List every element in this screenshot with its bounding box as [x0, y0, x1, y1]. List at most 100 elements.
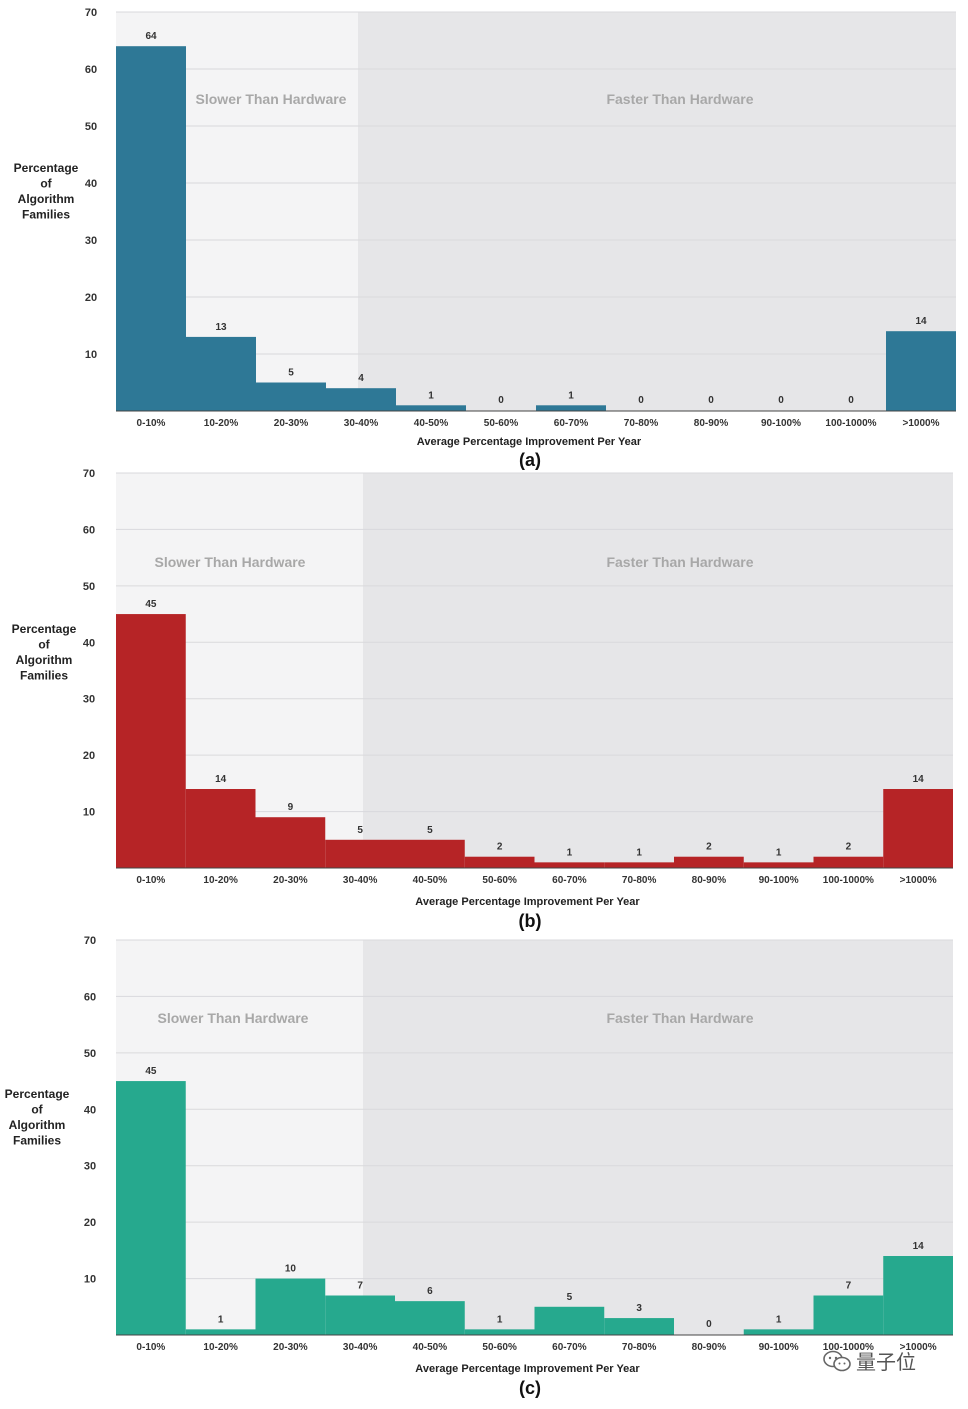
bar — [326, 388, 396, 411]
panel-label: (b) — [519, 911, 542, 931]
bar-value-label: 64 — [145, 31, 157, 42]
bar — [116, 46, 186, 411]
bar — [604, 862, 674, 868]
bar — [743, 862, 814, 868]
y-axis-label-line: Percentage — [14, 161, 79, 175]
bar — [185, 1329, 256, 1335]
x-tick-label: 10-20% — [203, 1342, 238, 1353]
bar-value-label: 1 — [567, 847, 573, 858]
x-tick-label: 30-40% — [343, 875, 378, 886]
x-tick-label: 0-10% — [136, 1342, 165, 1353]
bar-value-label: 6 — [427, 1286, 433, 1297]
y-tick-label: 30 — [83, 694, 95, 706]
x-tick-label: 50-60% — [484, 418, 519, 429]
x-tick-label: 100-1000% — [823, 1342, 874, 1353]
watermark-text: 量子位 — [856, 1350, 916, 1374]
y-tick-label: 10 — [85, 349, 97, 361]
bar-value-label: 14 — [913, 1241, 925, 1252]
faster-region-bg — [363, 940, 953, 1335]
bar — [536, 405, 606, 411]
x-tick-label: 80-90% — [692, 875, 727, 886]
x-tick-label: 40-50% — [413, 875, 448, 886]
bar-value-label: 14 — [215, 774, 227, 785]
faster-region-label: Faster Than Hardware — [606, 554, 753, 570]
x-tick-label: 10-20% — [204, 418, 239, 429]
bar-value-label: 9 — [288, 802, 294, 813]
x-tick-label: 60-70% — [552, 1342, 587, 1353]
faster-region-bg — [363, 473, 953, 868]
y-axis-label-line: Families — [20, 669, 68, 683]
x-tick-label: 90-100% — [759, 875, 799, 886]
bar-value-label: 7 — [357, 1281, 363, 1292]
bar-value-label: 10 — [285, 1264, 297, 1275]
y-tick-label: 70 — [83, 468, 95, 480]
panel-label: (c) — [519, 1378, 541, 1398]
bar-value-label: 0 — [848, 395, 854, 406]
bar-value-label: 14 — [915, 316, 927, 327]
x-tick-label: 20-30% — [273, 875, 308, 886]
x-tick-label: 90-100% — [759, 1342, 799, 1353]
bar-value-label: 7 — [846, 1281, 852, 1292]
bar-value-label: 2 — [706, 842, 712, 853]
x-tick-label: 80-90% — [694, 418, 729, 429]
y-tick-label: 30 — [84, 1161, 96, 1173]
bar — [325, 839, 395, 868]
y-tick-label: 10 — [84, 1274, 96, 1286]
y-tick-label: 10 — [83, 807, 95, 819]
x-tick-label: 70-80% — [622, 875, 657, 886]
bar-value-label: 3 — [636, 1303, 642, 1314]
y-axis-label-line: Percentage — [5, 1087, 70, 1101]
x-tick-label: 70-80% — [624, 418, 659, 429]
bar-value-label: 1 — [428, 390, 434, 401]
bar-value-label: 45 — [145, 1066, 157, 1077]
bar-value-label: 4 — [358, 373, 364, 384]
y-tick-label: 60 — [85, 64, 97, 76]
bar — [186, 336, 256, 411]
y-tick-label: 60 — [83, 524, 95, 536]
bar — [185, 789, 256, 868]
slower-region-label: Slower Than Hardware — [158, 1010, 309, 1026]
slower-region-label: Slower Than Hardware — [196, 91, 347, 107]
bar — [534, 862, 605, 868]
x-tick-label: 30-40% — [344, 418, 379, 429]
y-axis-label-line: Families — [13, 1134, 61, 1148]
y-tick-label: 30 — [85, 235, 97, 247]
bar-value-label: 1 — [636, 847, 642, 858]
y-axis-label-line: Families — [22, 208, 70, 222]
y-axis-label-line: Algorithm — [16, 653, 73, 667]
y-tick-label: 50 — [84, 1048, 96, 1060]
x-tick-label: 0-10% — [137, 418, 166, 429]
bar — [396, 405, 466, 411]
x-tick-label: 40-50% — [414, 418, 449, 429]
bar — [395, 1301, 465, 1335]
bar — [116, 614, 186, 868]
bar-value-label: 1 — [776, 847, 782, 858]
y-tick-label: 60 — [84, 991, 96, 1003]
y-tick-label: 70 — [85, 7, 97, 19]
x-tick-label: 90-100% — [761, 418, 801, 429]
bar-value-label: 0 — [778, 395, 784, 406]
bar — [464, 1329, 535, 1335]
y-tick-label: 40 — [84, 1104, 96, 1116]
y-tick-label: 40 — [85, 178, 97, 190]
bar — [883, 1256, 953, 1335]
y-axis-label-line: of — [38, 638, 50, 652]
x-tick-label: 40-50% — [413, 1342, 448, 1353]
y-tick-label: 20 — [84, 1217, 96, 1229]
bar-value-label: 0 — [708, 395, 714, 406]
x-tick-label: 20-30% — [274, 418, 309, 429]
x-tick-label: 20-30% — [273, 1342, 308, 1353]
x-tick-label: 0-10% — [136, 875, 165, 886]
x-tick-label: 100-1000% — [823, 875, 874, 886]
bar — [256, 382, 326, 411]
x-tick-label: 80-90% — [692, 1342, 727, 1353]
bar — [255, 1278, 326, 1335]
bar-value-label: 1 — [218, 1314, 224, 1325]
bar-value-label: 1 — [776, 1314, 782, 1325]
x-tick-label: >1000% — [903, 418, 940, 429]
x-tick-label: 70-80% — [622, 1342, 657, 1353]
bar-value-label: 0 — [498, 395, 504, 406]
x-tick-label: 30-40% — [343, 1342, 378, 1353]
